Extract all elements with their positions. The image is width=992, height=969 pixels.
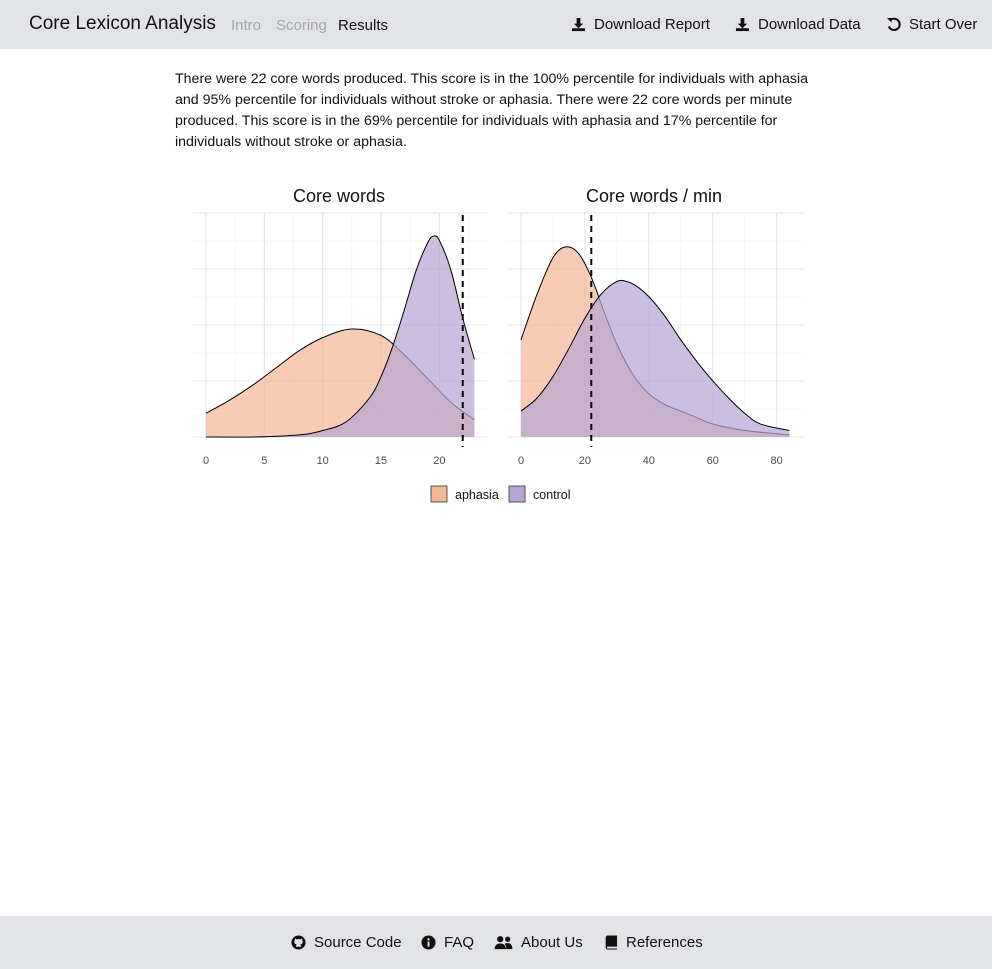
faq-label: FAQ [444, 934, 475, 951]
nav-tab-results[interactable]: Results [338, 17, 389, 34]
references-link[interactable]: References [605, 934, 703, 951]
download-report-button[interactable]: Download Report [571, 16, 710, 33]
download-data-button[interactable]: Download Data [735, 16, 861, 33]
undo-icon [886, 17, 901, 31]
legend-swatch-aphasia [430, 485, 448, 503]
references-label: References [626, 934, 703, 951]
info-icon [421, 935, 436, 950]
density-line-control [205, 235, 475, 438]
plot-panel-core-words: 0 5 10 15 20 [193, 212, 488, 467]
start-over-label: Start Over [909, 16, 978, 33]
faq-link[interactable]: FAQ [421, 934, 474, 951]
app-title[interactable]: Core Lexicon Analysis [29, 13, 216, 34]
about-us-link[interactable]: About Us [494, 934, 583, 951]
nav-tab-scoring[interactable]: Scoring [276, 17, 327, 34]
x-tick-label: 15 [375, 455, 387, 467]
github-icon [291, 935, 306, 950]
plot-panel-core-words-per-min: 0 20 40 60 80 [508, 212, 803, 467]
start-over-button[interactable]: Start Over [886, 16, 977, 33]
legend-label-control: control [533, 488, 571, 502]
footer-bar: Source Code FAQ About Us References [0, 916, 992, 969]
download-icon [571, 17, 586, 32]
x-tick-label: 20 [433, 455, 445, 467]
x-tick-label: 0 [518, 455, 524, 467]
x-tick-label: 10 [317, 455, 329, 467]
download-data-label: Download Data [758, 16, 861, 33]
x-tick-label: 5 [261, 455, 267, 467]
x-tick-label: 60 [707, 455, 719, 467]
x-tick-label: 80 [770, 455, 782, 467]
x-tick-label: 0 [203, 455, 209, 467]
results-summary: There were 22 core words produced. This … [175, 71, 808, 150]
nav-tab-intro[interactable]: Intro [231, 17, 262, 34]
download-icon [735, 17, 750, 32]
users-icon [494, 936, 513, 950]
density-line-control [520, 279, 790, 432]
x-tick-label: 20 [579, 455, 591, 467]
density-plots: Core words Core words / min 0 5 10 15 20 0 20… [193, 186, 803, 503]
book-icon [605, 935, 618, 950]
download-report-label: Download Report [594, 16, 710, 33]
density-area-control [521, 280, 790, 437]
legend-swatch-control [508, 485, 526, 503]
about-us-label: About Us [521, 934, 583, 951]
plot-title-core-words-per-min: Core words / min [586, 186, 722, 206]
source-code-link[interactable]: Source Code [291, 934, 402, 951]
plot-legend: aphasia control [430, 485, 571, 503]
density-area-control [206, 235, 475, 438]
source-code-label: Source Code [314, 934, 402, 951]
top-navbar: Core Lexicon Analysis Intro Scoring Resu… [0, 0, 992, 49]
x-tick-label: 40 [643, 455, 655, 467]
legend-label-aphasia: aphasia [455, 488, 499, 502]
plot-title-core-words: Core words [293, 186, 385, 206]
